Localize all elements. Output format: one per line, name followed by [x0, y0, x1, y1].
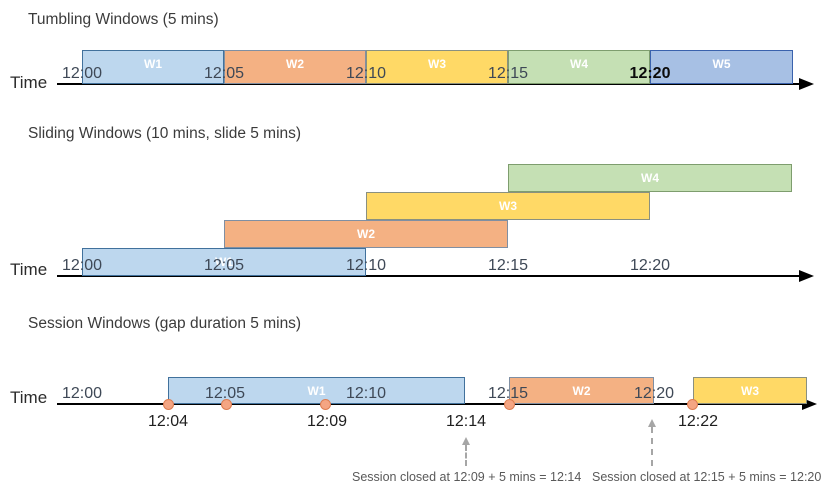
session-window-w3: W3 [693, 377, 807, 404]
session-annotation-2: Session closed at 12:15 + 5 mins = 12:20 [592, 470, 822, 484]
window-label: W5 [712, 57, 731, 71]
tumbling-axis-tick-label: 12:00 [61, 65, 103, 82]
session-event-time-label: 12:04 [147, 413, 189, 430]
tumbling-section-title: Tumbling Windows (5 mins) [28, 11, 219, 28]
window-label: W1 [215, 255, 233, 269]
window-label: W2 [357, 227, 375, 241]
window-label: W3 [741, 383, 759, 398]
session-section-title: Session Windows (gap duration 5 mins) [28, 315, 302, 332]
sliding-time-label: Time [10, 260, 48, 279]
tumbling-time-axis-line [57, 83, 800, 86]
session-window-w1: W1 [168, 377, 465, 404]
session-time-axis-line [57, 403, 803, 406]
session-event-dot [686, 398, 698, 410]
session-annotation-1: Session closed at 12:09 + 5 mins = 12:14 [352, 470, 582, 484]
window-label: W4 [570, 57, 588, 71]
sliding-time-axis-arrowhead [799, 269, 814, 282]
tumbling-window-w1: W1 [82, 50, 224, 84]
sliding-window-w4: W4 [508, 164, 792, 192]
window-label: W2 [572, 383, 591, 398]
session-event-time-label: 12:22 [677, 413, 719, 430]
session-window-w2: W2 [509, 377, 654, 404]
sliding-window-w1: W1 [82, 248, 366, 276]
window-label: W2 [286, 57, 304, 71]
session-time-label: Time [10, 388, 48, 407]
session-event-dot [319, 398, 331, 410]
tumbling-axis-tick-label: 12:10 [345, 65, 387, 82]
sliding-axis-tick-label: 12:15 [487, 257, 529, 274]
session-annotation-arrowhead-2 [647, 419, 656, 427]
session-event-dot [162, 398, 174, 410]
sliding-section-title: Sliding Windows (10 mins, slide 5 mins) [28, 125, 302, 142]
sliding-axis-tick-label: 12:00 [61, 257, 103, 274]
sliding-axis-tick-label: 12:10 [345, 257, 387, 274]
window-label: W3 [428, 57, 446, 71]
session-event-time-label: 12:09 [306, 413, 348, 430]
session-axis-tick-label: 12:20 [633, 385, 675, 402]
sliding-window-w3: W3 [366, 192, 650, 220]
session-annotation-arrow-stem-1 [465, 445, 467, 466]
tumbling-axis-tick-label: 12:20 [629, 65, 671, 82]
session-axis-tick-label: 12:00 [61, 385, 103, 402]
session-annotation-arrow-stem-2 [651, 427, 653, 466]
session-axis-tick-label: 12:15 [487, 385, 529, 402]
sliding-window-w2: W2 [224, 220, 508, 248]
session-axis-tick-label: 12:05 [204, 385, 246, 402]
tumbling-window-w2: W2 [224, 50, 366, 84]
tumbling-window-w4: W4 [508, 50, 650, 84]
tumbling-window-w5: W5 [650, 50, 793, 84]
sliding-time-axis-line [57, 275, 800, 278]
session-event-time-label: 12:14 [445, 413, 487, 430]
tumbling-time-label: Time [10, 73, 48, 92]
tumbling-axis-tick-label: 12:05 [203, 65, 245, 82]
sliding-axis-tick-label: 12:05 [203, 257, 245, 274]
window-label: W4 [641, 171, 659, 185]
session-annotation-arrowhead-1 [461, 437, 470, 445]
session-event-dot [503, 398, 515, 410]
sliding-axis-tick-label: 12:20 [629, 257, 671, 274]
session-event-dot [220, 398, 232, 410]
window-label: W1 [144, 57, 162, 71]
tumbling-axis-tick-label: 12:15 [487, 65, 529, 82]
window-label: W1 [307, 383, 326, 398]
tumbling-time-axis-arrowhead [799, 77, 814, 90]
session-axis-tick-label: 12:10 [345, 385, 387, 402]
window-label: W3 [499, 199, 517, 213]
tumbling-window-w3: W3 [366, 50, 508, 84]
